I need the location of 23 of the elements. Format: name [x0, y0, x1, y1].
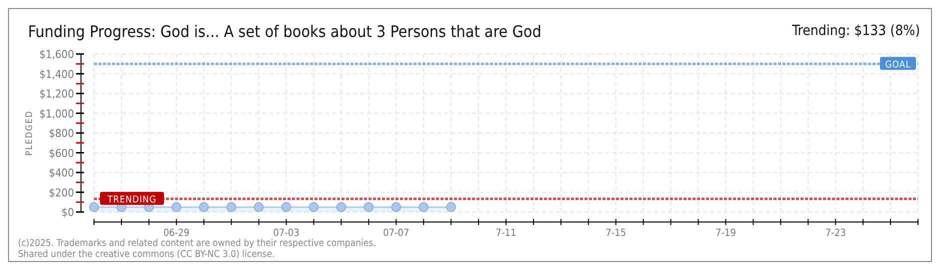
text: Shared under the creative commons (CC BY-NC 3.0) license. — [18, 249, 275, 260]
y-tick-label: $200 — [48, 186, 74, 200]
y-tick-label: $1,000 — [39, 107, 74, 120]
chart-title: Funding Progress: God is... A set of books about 3 Persons that are God — [28, 22, 542, 41]
y-tick-label: $1,400 — [39, 68, 74, 81]
y-tick-label: $400 — [48, 166, 74, 180]
y-tick-label: $600 — [48, 146, 74, 160]
ref-line-label: TRENDING — [106, 194, 157, 206]
x-tick-label: 7-11 — [496, 228, 516, 239]
y-tick-label: $1,600 — [39, 48, 74, 61]
x-tick-label: 7-23 — [825, 228, 846, 239]
y-tick-label: $800 — [48, 127, 74, 140]
y-tick-label: $0 — [61, 206, 74, 219]
text: (c)2025. Trademarks and related content are owned by their respective companies. — [18, 238, 376, 249]
y-axis-title: PLEDGED — [25, 110, 35, 156]
x-tick-label: 7-15 — [606, 228, 626, 239]
ref-line-label: GOAL — [885, 59, 911, 70]
x-tick-label: 7-19 — [716, 228, 736, 239]
x-tick-label: 07-03 — [273, 228, 300, 239]
y-tick-label: $1,200 — [39, 88, 74, 100]
x-tick-label: 07-07 — [383, 228, 410, 239]
x-tick-label: 06-29 — [163, 228, 190, 239]
chart-subtitle: Trending: $133 (8%) — [791, 23, 920, 39]
